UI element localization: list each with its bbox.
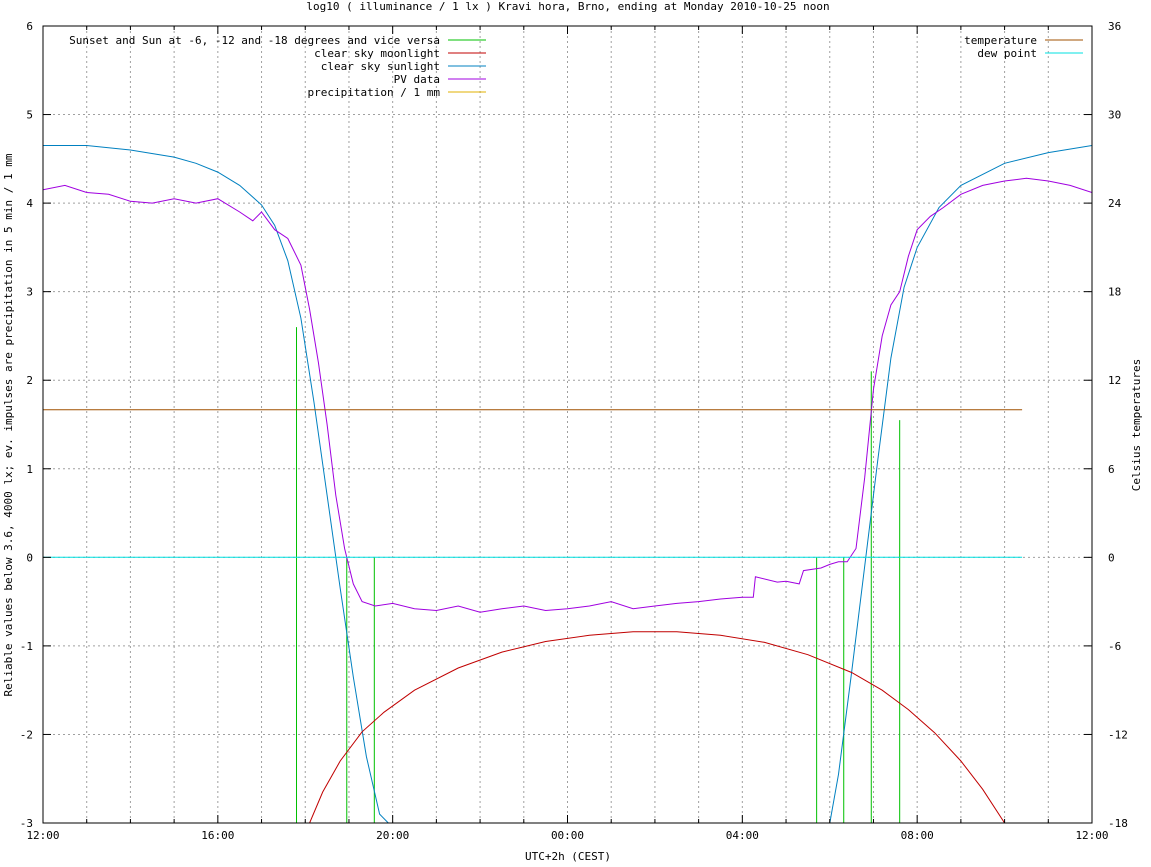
y-tick-label: 1	[26, 463, 33, 476]
y2-tick-label: 18	[1108, 286, 1121, 299]
x-axis-label: UTC+2h (CEST)	[525, 850, 611, 863]
y2-tick-label: -18	[1108, 817, 1128, 830]
y-tick-label: 5	[26, 109, 33, 122]
y2-tick-label: 36	[1108, 20, 1121, 33]
legend-label: dew point	[977, 47, 1037, 60]
y2-tick-label: 0	[1108, 551, 1115, 564]
x-tick-label: 04:00	[726, 829, 759, 842]
x-tick-label: 08:00	[901, 829, 934, 842]
y-tick-label: -1	[20, 640, 33, 653]
legend-label: clear sky moonlight	[314, 47, 440, 60]
y-tick-label: 4	[26, 197, 33, 210]
series-clear-sky-sunlight	[43, 145, 1092, 823]
series-layer	[43, 145, 1092, 823]
y2-axis-label: Celsius temperatures	[1130, 359, 1143, 491]
y-axis-label: Reliable values below 3.6, 4000 lx; ev. …	[2, 153, 15, 696]
legend-label: PV data	[394, 73, 440, 86]
y2-tick-label: 24	[1108, 197, 1122, 210]
x-tick-label: 12:00	[26, 829, 59, 842]
series-pv-data	[43, 177, 1092, 613]
y2-tick-label: 6	[1108, 463, 1115, 476]
plot-frame	[42, 25, 1093, 824]
y-tick-label: 2	[26, 374, 33, 387]
x-tick-label: 20:00	[376, 829, 409, 842]
x-tick-label: 16:00	[201, 829, 234, 842]
y-tick-label: 0	[26, 551, 33, 564]
legend-label: temperature	[964, 34, 1037, 47]
legend-label: Sunset and Sun at -6, -12 and -18 degree…	[69, 34, 440, 47]
series-clear-sky-moonlight	[309, 631, 1006, 823]
legend-label: clear sky sunlight	[321, 60, 440, 73]
x-tick-label: 12:00	[1075, 829, 1108, 842]
y2-tick-label: -12	[1108, 728, 1128, 741]
y-tick-label: 3	[26, 286, 33, 299]
legend-label: precipitation / 1 mm	[308, 86, 441, 99]
x-tick-label: 00:00	[551, 829, 584, 842]
y2-tick-label: 30	[1108, 109, 1121, 122]
y2-tick-label: 12	[1108, 374, 1121, 387]
y-tick-label: 6	[26, 20, 33, 33]
legend-layer: Sunset and Sun at -6, -12 and -18 degree…	[69, 34, 1083, 99]
chart-title: log10 ( illuminance / 1 lx ) Kravi hora,…	[306, 0, 829, 13]
axes-layer: 12:00 16:00 20:00 00:00 04:00 08:00 12:00-3-2-…	[20, 20, 1128, 842]
y-tick-label: -3	[20, 817, 33, 830]
y2-tick-label: -6	[1108, 640, 1121, 653]
y-tick-label: -2	[20, 728, 33, 741]
grid-layer	[43, 26, 1092, 823]
